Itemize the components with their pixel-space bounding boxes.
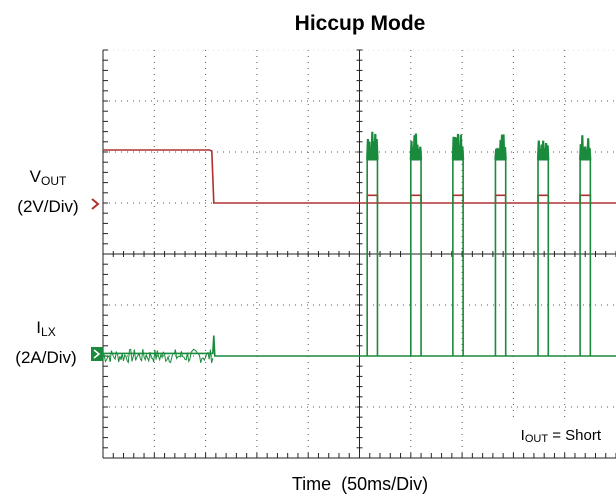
annotation-rest: = Short: [548, 427, 602, 444]
vout-scale: (2V/Div): [17, 197, 78, 216]
chart-title: Hiccup Mode: [295, 12, 426, 35]
switching-burst: [536, 140, 550, 160]
traces: [102, 131, 616, 364]
annotation-text: IOUT = Short: [521, 427, 602, 445]
vout-label-main: V: [30, 167, 42, 186]
ilx-label: ILX: [36, 318, 55, 339]
annotation-sub: OUT: [525, 433, 549, 445]
series-ilx: [102, 131, 616, 364]
ilx-label-sub: LX: [41, 325, 56, 339]
switching-burst: [366, 131, 379, 160]
switching-burst: [494, 134, 507, 160]
plot-area: [102, 49, 616, 459]
annotation-box: [484, 420, 604, 448]
vout-label: VOUT: [30, 167, 67, 188]
switching-burst: [409, 133, 423, 160]
ilx-marker: [91, 347, 103, 361]
annotation-main: I: [521, 427, 525, 444]
center-axes: [102, 49, 616, 459]
vout-marker: [91, 198, 100, 210]
noise-band: [102, 348, 214, 364]
switching-burst: [579, 135, 592, 160]
x-axis-label: Time (50ms/Div): [292, 474, 428, 494]
ilx-marker-arrow: [93, 349, 101, 359]
ilx-scale: (2A/Div): [15, 348, 76, 367]
vout-label-sub: OUT: [41, 174, 67, 188]
ilx-label-main: I: [36, 318, 41, 337]
switching-burst: [451, 133, 465, 160]
trace-vout: [103, 149, 616, 204]
